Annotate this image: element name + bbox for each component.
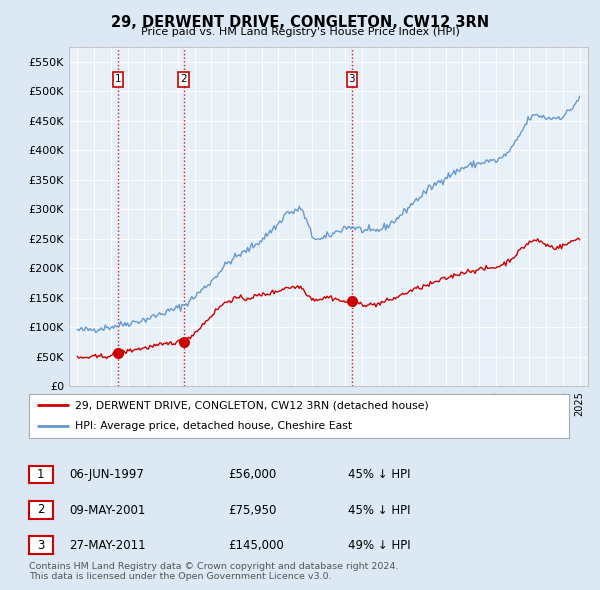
Text: 29, DERWENT DRIVE, CONGLETON, CW12 3RN: 29, DERWENT DRIVE, CONGLETON, CW12 3RN	[111, 15, 489, 30]
Text: £56,000: £56,000	[228, 468, 276, 481]
Text: HPI: Average price, detached house, Cheshire East: HPI: Average price, detached house, Ches…	[75, 421, 352, 431]
Text: 3: 3	[349, 74, 355, 84]
Text: 45% ↓ HPI: 45% ↓ HPI	[348, 468, 410, 481]
Text: 09-MAY-2001: 09-MAY-2001	[69, 504, 145, 517]
Text: 06-JUN-1997: 06-JUN-1997	[69, 468, 144, 481]
Text: £75,950: £75,950	[228, 504, 277, 517]
Text: 2: 2	[181, 74, 187, 84]
Text: 45% ↓ HPI: 45% ↓ HPI	[348, 504, 410, 517]
Text: 3: 3	[37, 539, 44, 552]
Text: 27-MAY-2011: 27-MAY-2011	[69, 539, 146, 552]
Text: 1: 1	[115, 74, 121, 84]
Text: Price paid vs. HM Land Registry's House Price Index (HPI): Price paid vs. HM Land Registry's House …	[140, 27, 460, 37]
Text: Contains HM Land Registry data © Crown copyright and database right 2024.
This d: Contains HM Land Registry data © Crown c…	[29, 562, 398, 581]
Text: 49% ↓ HPI: 49% ↓ HPI	[348, 539, 410, 552]
Text: 2: 2	[37, 503, 44, 516]
Text: 1: 1	[37, 468, 44, 481]
Text: £145,000: £145,000	[228, 539, 284, 552]
Text: 29, DERWENT DRIVE, CONGLETON, CW12 3RN (detached house): 29, DERWENT DRIVE, CONGLETON, CW12 3RN (…	[75, 400, 428, 410]
